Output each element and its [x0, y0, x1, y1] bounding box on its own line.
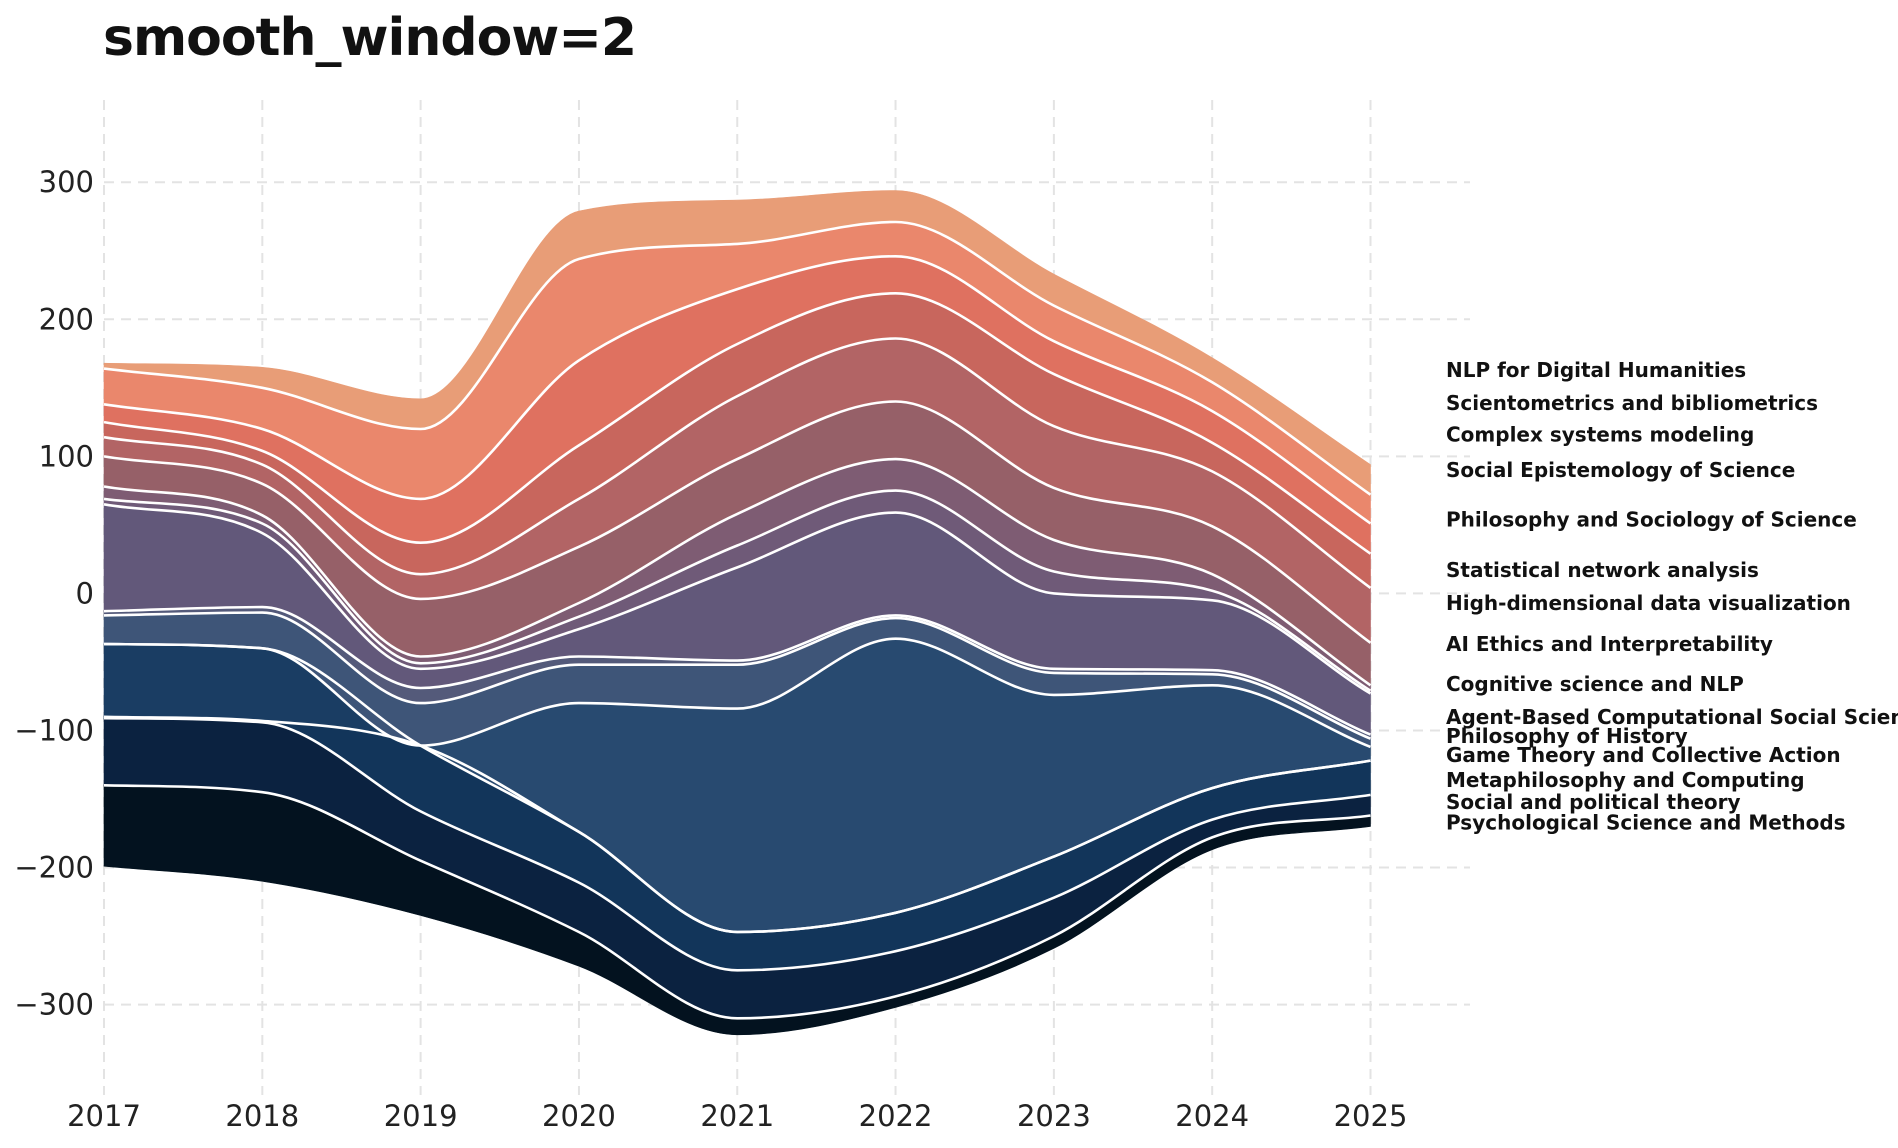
legend-label: Agent-Based Computational Social Science [1446, 705, 1898, 729]
stream-boundary-line [103, 716, 1371, 972]
legend-label: High-dimensional data visualization [1446, 591, 1851, 615]
legend-label: Social Epistemology of Science [1446, 458, 1795, 482]
x-tick-label: 2019 [384, 1099, 458, 1133]
y-axis-ticks: 300 200 100 0 −100 −200 −300 [14, 165, 94, 1021]
legend-label: Psychological Science and Methods [1446, 810, 1846, 834]
stream-boundary-line [103, 611, 1371, 740]
stream-boundary-line [103, 220, 1372, 496]
legend-label: AI Ethics and Interpretability [1446, 632, 1773, 656]
stream-boundary-line [103, 637, 1371, 749]
legend-label: Metaphilosophy and Computing [1446, 768, 1805, 792]
y-tick-label: 300 [39, 165, 94, 199]
y-tick-label: 0 [76, 576, 94, 610]
x-tick-label: 2018 [225, 1099, 299, 1133]
stream-boundary-line [103, 489, 1372, 692]
legend-label: Cognitive science and NLP [1446, 672, 1744, 696]
stream-areas [103, 190, 1371, 1036]
stream-boundary-line [103, 457, 1372, 687]
legend-label: Social and political theory [1446, 790, 1741, 814]
x-tick-label: 2020 [542, 1099, 616, 1133]
legend-label: Scientometrics and bibliometrics [1446, 391, 1818, 415]
legend-label: NLP for Digital Humanities [1446, 358, 1746, 382]
x-tick-label: 2025 [1334, 1099, 1408, 1133]
x-tick-label: 2023 [1017, 1099, 1091, 1133]
legend: NLP for Digital Humanities Scientometrics… [1446, 358, 1898, 834]
x-tick-label: 2024 [1175, 1099, 1249, 1133]
x-tick-label: 2017 [67, 1099, 141, 1133]
y-tick-label: −200 [14, 851, 94, 885]
stream-boundary-line [103, 503, 1372, 695]
stream-boundary-line [103, 400, 1372, 644]
stream-boundary-line [103, 337, 1372, 589]
x-axis-ticks: 2017 2018 2019 2020 2021 2022 2023 2024 2025 [67, 1099, 1407, 1133]
x-tick-label: 2022 [859, 1099, 933, 1133]
legend-label: Philosophy and Sociology of Science [1446, 507, 1857, 531]
stream-boundary-line [103, 642, 1371, 934]
legend-label: Philosophy of History [1446, 724, 1688, 748]
stream-boundaries [103, 220, 1372, 1020]
y-tick-label: −100 [14, 713, 94, 747]
x-tick-label: 2021 [700, 1099, 774, 1133]
y-tick-label: 100 [39, 439, 94, 473]
stream-boundary-line [103, 254, 1372, 525]
y-tick-label: 200 [39, 302, 94, 336]
legend-label: Statistical network analysis [1446, 558, 1759, 582]
chart-title: smooth_window=2 [103, 8, 637, 68]
stream-boundary-line [103, 784, 1371, 1020]
y-tick-label: −300 [14, 988, 94, 1022]
stream-boundary-line [103, 605, 1371, 736]
legend-label: Game Theory and Collective Action [1446, 743, 1841, 767]
stream-boundary-line [103, 291, 1372, 555]
legend-label: Complex systems modeling [1446, 422, 1754, 446]
